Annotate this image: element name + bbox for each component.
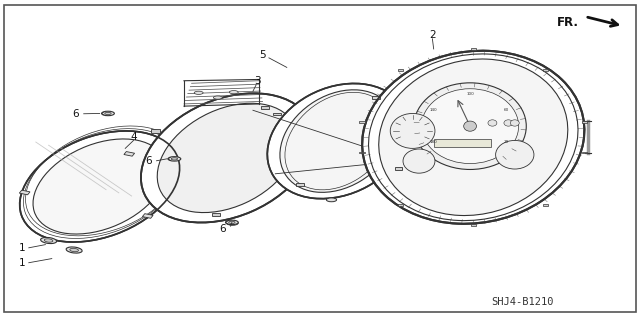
Ellipse shape — [510, 120, 519, 126]
Ellipse shape — [105, 112, 111, 115]
Ellipse shape — [230, 222, 235, 224]
Ellipse shape — [225, 220, 238, 225]
Ellipse shape — [464, 121, 476, 131]
Bar — [582, 152, 587, 153]
Bar — [543, 204, 548, 205]
Bar — [395, 167, 403, 170]
Text: 4: 4 — [130, 132, 137, 142]
Text: 60: 60 — [504, 108, 509, 112]
Ellipse shape — [268, 84, 408, 199]
Bar — [360, 152, 365, 153]
Ellipse shape — [362, 51, 584, 224]
Text: 100: 100 — [466, 92, 474, 96]
Text: 20: 20 — [504, 140, 509, 145]
Bar — [543, 69, 548, 71]
Bar — [151, 130, 159, 133]
Ellipse shape — [157, 103, 298, 212]
Ellipse shape — [414, 83, 526, 169]
Ellipse shape — [168, 157, 180, 161]
Text: 140: 140 — [429, 108, 437, 112]
Ellipse shape — [213, 96, 222, 99]
Bar — [124, 152, 134, 156]
Bar — [398, 204, 403, 205]
Text: 6: 6 — [145, 156, 152, 166]
Ellipse shape — [33, 139, 166, 234]
Bar — [398, 69, 403, 71]
Bar — [19, 190, 30, 195]
Text: SHJ4-B1210: SHJ4-B1210 — [491, 297, 554, 307]
Text: 6: 6 — [73, 109, 79, 119]
Ellipse shape — [280, 90, 396, 192]
Ellipse shape — [422, 89, 518, 164]
Text: 180: 180 — [429, 140, 438, 145]
Ellipse shape — [172, 158, 177, 160]
Ellipse shape — [488, 120, 497, 126]
Text: 1: 1 — [19, 243, 25, 253]
Bar — [582, 121, 587, 123]
Ellipse shape — [403, 149, 435, 173]
Ellipse shape — [141, 93, 314, 223]
Text: FR.: FR. — [557, 16, 579, 29]
Ellipse shape — [379, 59, 568, 216]
Ellipse shape — [66, 247, 82, 253]
Ellipse shape — [390, 114, 435, 148]
Text: 6: 6 — [220, 224, 227, 234]
Ellipse shape — [40, 237, 56, 244]
Bar — [294, 183, 303, 186]
Ellipse shape — [227, 221, 238, 225]
Ellipse shape — [495, 140, 534, 169]
Bar — [212, 213, 220, 216]
Ellipse shape — [504, 120, 513, 126]
Bar — [360, 121, 365, 123]
Ellipse shape — [44, 239, 53, 242]
Ellipse shape — [70, 248, 79, 252]
Text: 3: 3 — [254, 76, 260, 86]
Bar — [470, 48, 476, 50]
Ellipse shape — [20, 131, 180, 242]
Ellipse shape — [102, 111, 115, 116]
Bar — [372, 96, 380, 99]
Ellipse shape — [194, 91, 203, 94]
Text: 2: 2 — [429, 30, 436, 40]
Text: 1: 1 — [19, 258, 25, 268]
Bar — [261, 106, 269, 109]
Bar — [296, 183, 304, 186]
FancyBboxPatch shape — [434, 139, 490, 147]
Ellipse shape — [228, 221, 235, 224]
Ellipse shape — [326, 198, 337, 202]
Ellipse shape — [229, 91, 238, 94]
Text: 5: 5 — [259, 50, 266, 60]
Bar — [470, 224, 476, 226]
Bar — [142, 214, 153, 218]
Bar — [273, 113, 281, 115]
